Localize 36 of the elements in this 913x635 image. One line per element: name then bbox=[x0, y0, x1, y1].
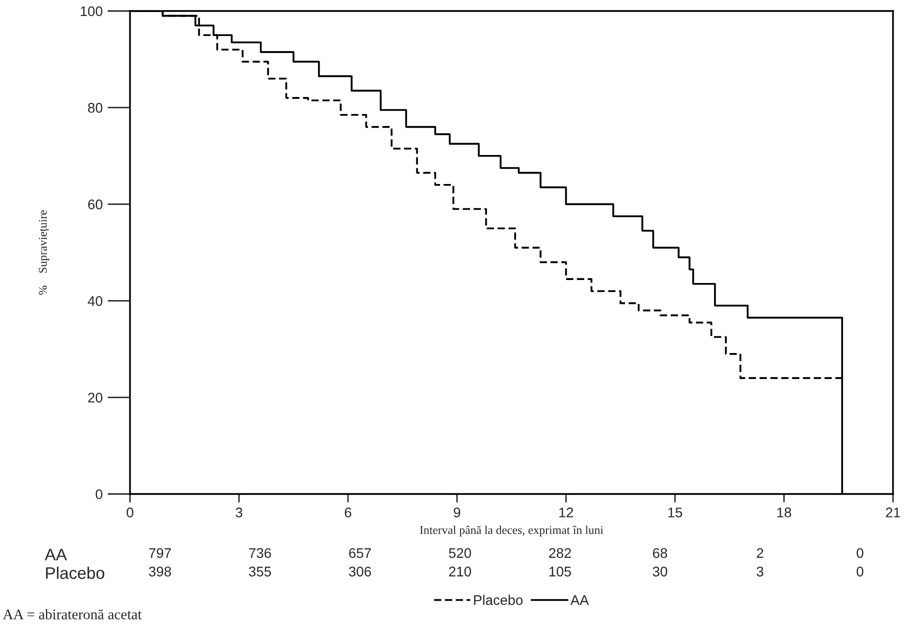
data-label: 398 bbox=[148, 566, 171, 576]
x-tick-label: 0 bbox=[126, 508, 134, 518]
data-label: 2 bbox=[756, 548, 764, 558]
x-tick-label: 15 bbox=[668, 508, 682, 518]
data-label: 30 bbox=[652, 566, 668, 576]
data-label: 657 bbox=[349, 548, 371, 558]
data-label: 355 bbox=[248, 566, 272, 576]
x-tick-label: 21 bbox=[886, 508, 900, 518]
data-label: 3 bbox=[756, 566, 764, 576]
data-label: 210 bbox=[449, 566, 472, 576]
y-tick-label: 0 bbox=[96, 489, 102, 500]
legend-label: AA bbox=[570, 595, 589, 605]
legend-label: Placebo bbox=[474, 594, 523, 605]
data-label: 306 bbox=[348, 566, 371, 576]
x-tick-label: 9 bbox=[454, 508, 460, 518]
text: AA = abirateronă acetat bbox=[2, 609, 142, 620]
y-tick-label: 80 bbox=[88, 102, 102, 113]
data-label: 520 bbox=[448, 548, 472, 558]
y-axis-title: % Supraviețuire bbox=[38, 210, 50, 295]
x-tick-label: 3 bbox=[236, 508, 242, 518]
y-tick-label: 100 bbox=[80, 6, 102, 16]
x-axis-title: Interval până la deces, exprimat în luni bbox=[420, 526, 604, 536]
x-tick-label: 12 bbox=[559, 508, 574, 518]
data-label: 0 bbox=[856, 548, 864, 558]
y-tick-label: 60 bbox=[88, 200, 102, 210]
data-label: 797 bbox=[149, 548, 171, 558]
data-label: 68 bbox=[652, 548, 668, 558]
data-label: 282 bbox=[549, 548, 571, 558]
y-tick-label: 20 bbox=[88, 392, 102, 403]
y-tick-label: 40 bbox=[88, 296, 102, 306]
x-tick-label: 18 bbox=[777, 508, 792, 518]
y-tick-label: Placebo bbox=[46, 566, 104, 579]
data-label: 736 bbox=[249, 548, 271, 558]
x-tick-label: 6 bbox=[344, 508, 352, 518]
data-label: 0 bbox=[856, 566, 864, 576]
data-label: 105 bbox=[549, 566, 572, 576]
